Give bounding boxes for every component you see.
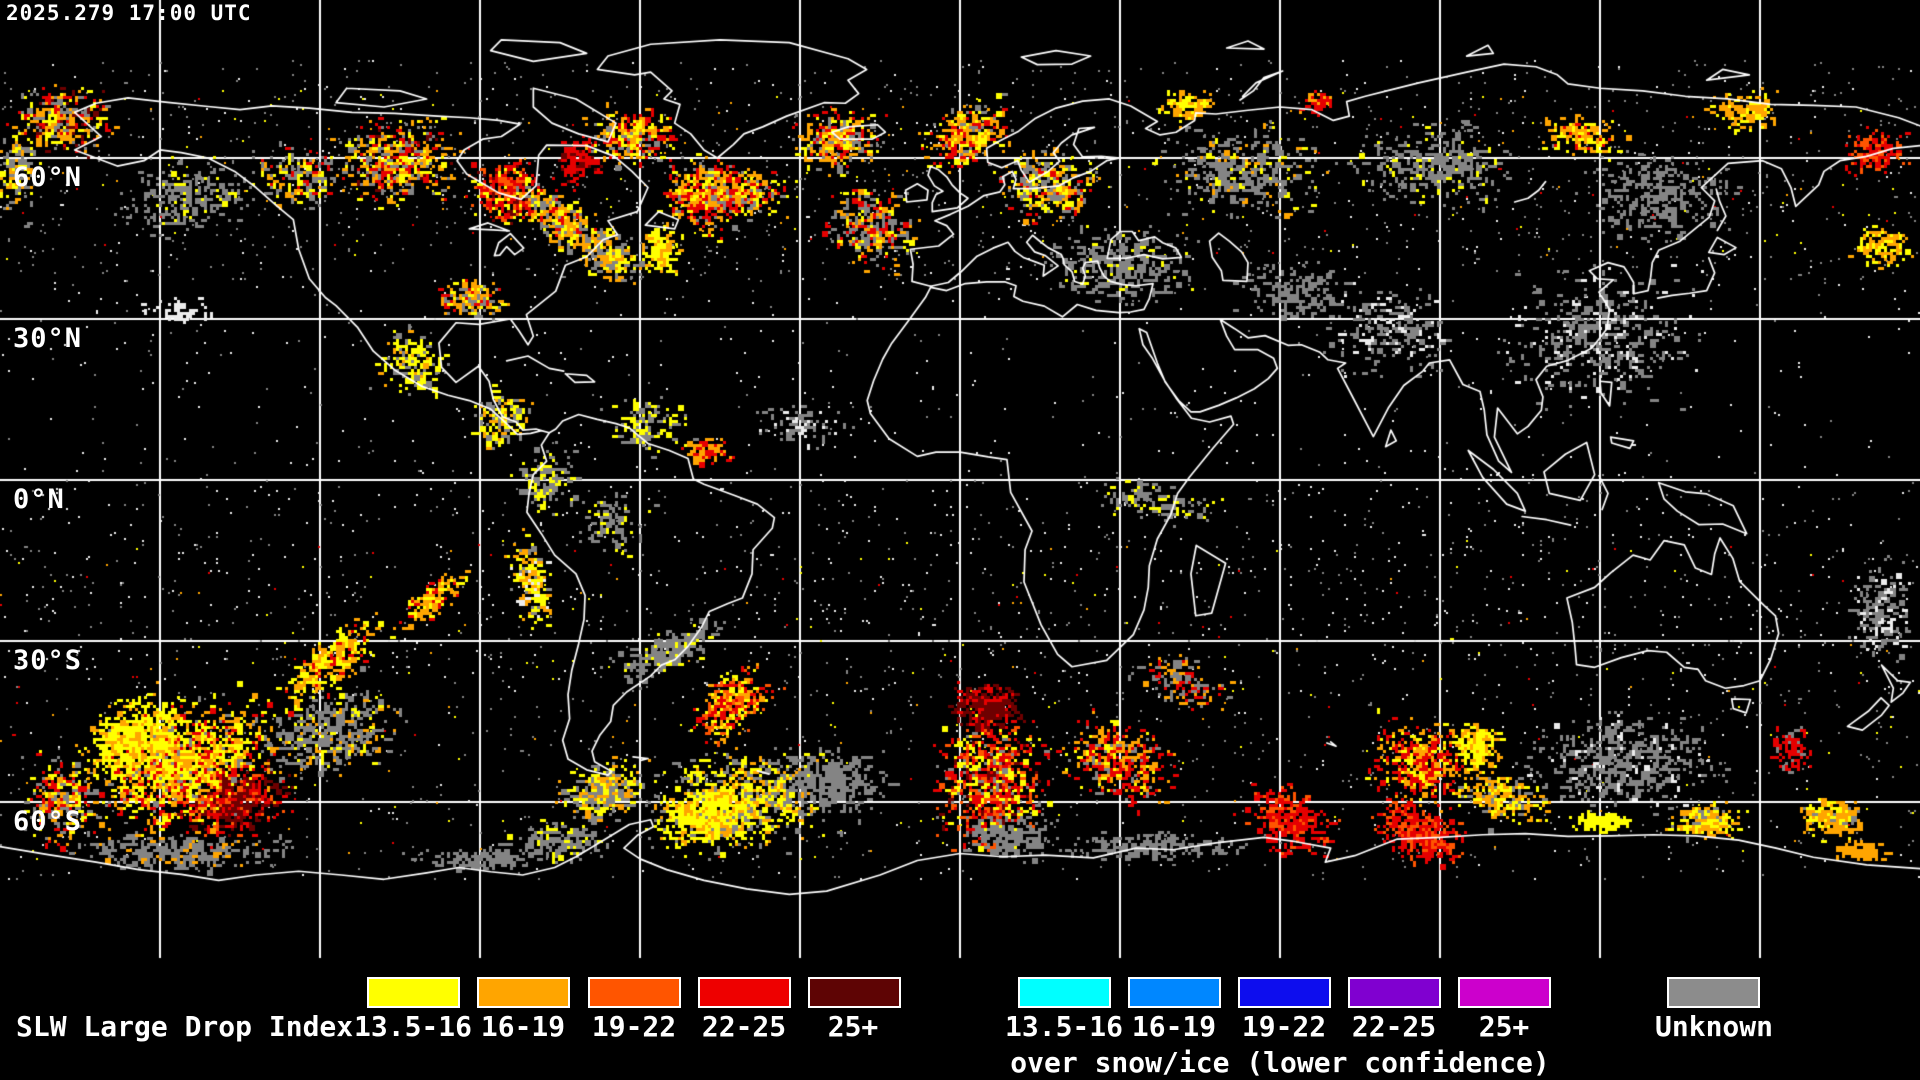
lat-label-60s: 60°S: [13, 806, 83, 837]
lat-label-30n: 30°N: [13, 323, 83, 354]
timestamp: 2025.279 17:00 UTC: [6, 1, 252, 25]
lat-label-30s: 30°S: [13, 645, 83, 676]
lat-label-0n: 0°N: [13, 484, 65, 515]
lat-label-60n: 60°N: [13, 162, 83, 193]
